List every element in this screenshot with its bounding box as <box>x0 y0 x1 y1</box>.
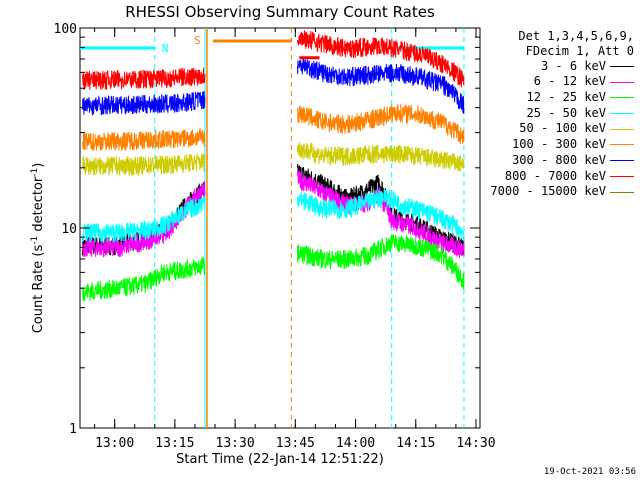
series-trace-7-1 <box>297 30 465 88</box>
y-axis-label-exponent: -1 <box>29 235 40 245</box>
series-trace-4-1 <box>297 141 465 172</box>
legend-label-1: 6 - 12 keV <box>533 74 606 89</box>
legend-label-6: 300 - 800 keV <box>512 152 606 167</box>
x-axis-label: Start Time (22-Jan-14 12:51:22) <box>176 452 384 467</box>
generation-timestamp: 19-Oct-2021 03:56 <box>543 467 636 477</box>
series-trace-2-0 <box>82 257 206 302</box>
x-tick-label-0: 13:00 <box>95 436 134 451</box>
legend-swatch-1 <box>610 81 634 83</box>
legend: Det 1,3,4,5,6,9, FDecim 1, Att 0 3 - 6 k… <box>480 29 634 200</box>
legend-label-5: 100 - 300 keV <box>512 137 606 152</box>
legend-header-line-2: FDecim 1, Att 0 <box>525 43 634 58</box>
legend-entry-7: 800 - 7000 keV <box>480 169 634 185</box>
legend-entry-3: 25 - 50 keV <box>480 106 634 122</box>
legend-swatch-2 <box>610 97 634 99</box>
series-trace-7-0 <box>82 67 206 91</box>
y-axis-label-close: ) <box>31 162 47 168</box>
night-label: N <box>162 42 169 55</box>
legend-label-8: 7000 - 15000 keV <box>490 184 606 199</box>
y-tick-label-0: 1 <box>69 422 77 437</box>
axis-ticks: 1 10 100 13:00 13:15 13:30 13:45 14:00 14:15 14:3… <box>54 22 496 451</box>
y-axis-label-tail: detector <box>31 176 47 236</box>
legend-entry-1: 6 - 12 keV <box>480 74 634 90</box>
legend-swatch-5 <box>610 144 634 146</box>
legend-label-2: 12 - 25 keV <box>526 90 606 104</box>
legend-entry-6: 300 - 800 keV <box>480 153 634 169</box>
legend-entry-4: 50 - 100 keV <box>480 121 634 137</box>
x-tick-label-1: 13:15 <box>155 436 194 451</box>
legend-entry-2: 12 - 25 keV <box>480 90 634 106</box>
legend-swatch-7 <box>610 175 634 177</box>
series-trace-6-0 <box>82 91 206 116</box>
legend-label-3: 25 - 50 keV <box>526 105 606 120</box>
series-trace-5-0 <box>82 128 206 152</box>
y-axis-label: Count Rate (s-1 detector-1) <box>30 163 46 334</box>
legend-label-4: 50 - 100 keV <box>519 121 606 136</box>
series-trace-2-1 <box>297 233 465 290</box>
legend-swatch-8 <box>610 191 634 193</box>
series-trace-3-1 <box>297 187 465 242</box>
series-trace-0-1 <box>297 163 465 255</box>
series-trace-4-0 <box>82 153 206 177</box>
legend-entry-5: 100 - 300 keV <box>480 137 634 153</box>
legend-label-7: 800 - 7000 keV <box>504 168 606 183</box>
x-tick-label-2: 13:30 <box>216 436 255 451</box>
saa-label: S <box>194 34 201 47</box>
y-axis-label-exponent-2: -1 <box>29 167 40 177</box>
legend-entry-8: 7000 - 15000 keV <box>480 184 634 200</box>
legend-swatch-4 <box>610 128 634 130</box>
y-tick-label-2: 100 <box>54 22 77 37</box>
legend-label-0: 3 - 6 keV <box>540 58 606 73</box>
x-tick-label-6: 14:30 <box>456 436 495 451</box>
legend-swatch-0 <box>610 65 634 67</box>
legend-swatch-6 <box>610 160 634 162</box>
series-trace-1-0 <box>82 181 206 258</box>
x-tick-label-3: 13:45 <box>276 436 315 451</box>
x-tick-label-4: 14:00 <box>336 436 375 451</box>
series-group <box>82 30 465 302</box>
y-axis-label-main: Count Rate (s <box>31 244 47 334</box>
series-trace-1-1 <box>297 170 465 258</box>
legend-header-line-1: Det 1,3,4,5,6,9, <box>518 29 634 43</box>
legend-entry-0: 3 - 6 keV <box>480 59 634 75</box>
x-tick-label-5: 14:15 <box>396 436 435 451</box>
y-tick-label-1: 10 <box>61 222 77 237</box>
chart-title: RHESSI Observing Summary Count Rates <box>125 3 435 21</box>
legend-swatch-3 <box>610 113 634 115</box>
orbit-annotations: NS <box>80 28 465 428</box>
series-trace-6-1 <box>297 58 465 115</box>
series-trace-5-1 <box>297 103 465 145</box>
series-trace-3-0 <box>82 196 206 243</box>
legend-entries: 3 - 6 keV 6 - 12 keV 12 - 25 keV 25 - 50 ke… <box>480 59 634 200</box>
